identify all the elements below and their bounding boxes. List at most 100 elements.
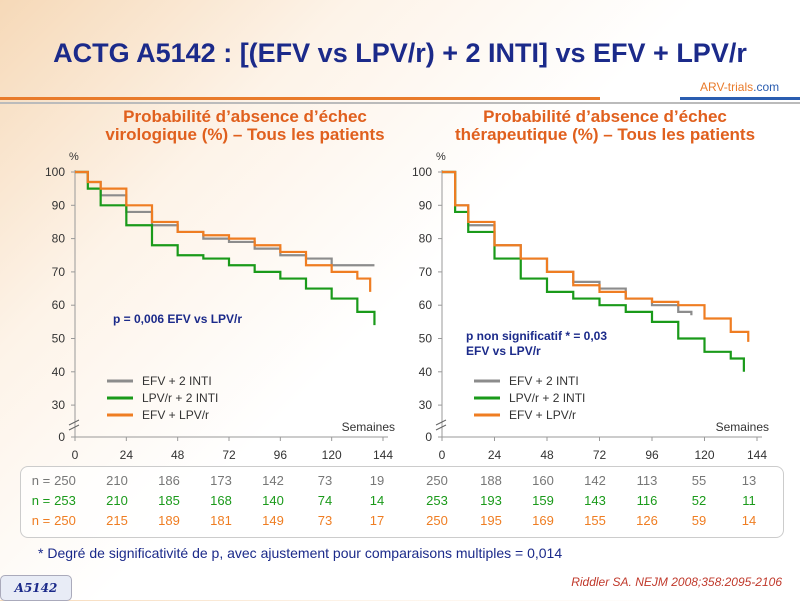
y-tick-label: 100 xyxy=(412,165,432,179)
x-tick-label: 144 xyxy=(373,448,393,462)
legend-label: EFV + 2 INTI xyxy=(142,374,212,388)
y-tick-label: 60 xyxy=(52,298,66,312)
n-at-risk-value: 168 xyxy=(210,493,232,508)
legend-label: EFV + LPV/r xyxy=(509,408,576,422)
x-tick-label: 96 xyxy=(274,448,288,462)
n-at-risk-value: 169 xyxy=(532,513,554,528)
y-tick-label: 0 xyxy=(58,430,65,444)
y-tick-label: 50 xyxy=(52,332,66,346)
y-tick-label: 80 xyxy=(52,232,66,246)
p-value-annotation: p non significatif * = 0,03 xyxy=(466,329,607,343)
x-tick-label: 48 xyxy=(540,448,554,462)
x-axis-label: Semaines xyxy=(342,420,395,434)
study-tag: A5142 xyxy=(0,575,72,601)
n-at-risk-value: 55 xyxy=(691,473,707,488)
y-tick-label: 30 xyxy=(52,398,66,412)
x-tick-label: 24 xyxy=(488,448,502,462)
page-title: ACTG A5142 : [(EFV vs LPV/r) + 2 INTI] v… xyxy=(53,38,747,68)
n-at-risk-value: 173 xyxy=(210,473,232,488)
n-at-risk-value: 215 xyxy=(106,513,128,528)
axis-break-icon xyxy=(435,419,447,431)
y-tick-label: 90 xyxy=(52,198,66,212)
n-at-risk-value: 143 xyxy=(584,493,606,508)
x-tick-label: 24 xyxy=(120,448,134,462)
divider xyxy=(0,97,600,100)
y-tick-label: 70 xyxy=(52,265,66,279)
n-at-risk-value: 13 xyxy=(741,473,757,488)
n-at-risk-value: 142 xyxy=(584,473,606,488)
n-at-risk-value: 188 xyxy=(480,473,502,488)
n-at-risk-value: 181 xyxy=(210,513,232,528)
chart-title-right: Probabilité d’absence d’échec thérapeuti… xyxy=(454,107,756,144)
x-tick-label: 0 xyxy=(72,448,79,462)
n-at-risk-value: 59 xyxy=(691,513,707,528)
y-tick-label: 70 xyxy=(419,265,433,279)
divider xyxy=(0,102,800,104)
n-at-risk-value: 126 xyxy=(636,513,658,528)
axis-break-icon xyxy=(68,419,80,431)
x-tick-label: 144 xyxy=(747,448,767,462)
arv-trials-logo: ARV-trials.com xyxy=(700,80,779,94)
x-tick-label: 48 xyxy=(171,448,185,462)
n-at-risk-value: 189 xyxy=(158,513,180,528)
legend-label: EFV + LPV/r xyxy=(142,408,209,422)
chart-title-left: Probabilité d’absence d’échec virologiqu… xyxy=(105,107,385,144)
n-at-risk-value: 14 xyxy=(369,493,385,508)
n-at-risk-value: 253 xyxy=(426,493,448,508)
n-at-risk-value: 253 xyxy=(54,493,76,508)
n-at-risk-value: 17 xyxy=(369,513,385,528)
charts: % 0 30 40 50 60 70 80 90 100 0 24 48 72 96 120 144 Semain… xyxy=(45,151,769,462)
n-at-risk-value: 250 xyxy=(426,513,448,528)
y-tick-label: 90 xyxy=(419,198,433,212)
n-at-risk-value: 195 xyxy=(480,513,502,528)
n-at-risk-value: 73 xyxy=(317,513,333,528)
n-at-risk-value: 142 xyxy=(262,473,284,488)
series-line-orange xyxy=(442,170,750,342)
y-tick-label: 30 xyxy=(419,398,433,412)
n-at-risk-value: 210 xyxy=(106,473,128,488)
x-tick-label: 120 xyxy=(694,448,714,462)
x-tick-label: 96 xyxy=(645,448,659,462)
n-at-risk-value: 160 xyxy=(532,473,554,488)
y-axis-label: % xyxy=(69,151,79,163)
series-line-gray xyxy=(75,170,375,267)
n-label: n = xyxy=(31,493,51,508)
series-line-gray xyxy=(442,170,693,316)
series-line-green xyxy=(442,170,745,372)
n-at-risk-value: 73 xyxy=(317,473,333,488)
legend-label: LPV/r + 2 INTI xyxy=(142,391,218,405)
y-tick-label: 40 xyxy=(419,365,433,379)
legend-label: EFV + 2 INTI xyxy=(509,374,579,388)
n-label: n = xyxy=(31,513,51,528)
x-tick-label: 72 xyxy=(593,448,607,462)
x-tick-label: 72 xyxy=(222,448,236,462)
n-at-risk-value: 116 xyxy=(636,493,658,508)
reference: Riddler SA. NEJM 2008;358:2095-2106 xyxy=(571,575,782,589)
n-at-risk-value: 210 xyxy=(106,493,128,508)
footnote: * Degré de significativité de p, avec aj… xyxy=(38,545,563,561)
y-tick-label: 50 xyxy=(419,332,433,346)
y-tick-label: 0 xyxy=(425,430,432,444)
x-axis-label: Semaines xyxy=(716,420,769,434)
n-at-risk-value: 250 xyxy=(54,473,76,488)
n-at-risk-value: 250 xyxy=(426,473,448,488)
n-at-risk-value: 186 xyxy=(158,473,180,488)
n-at-risk-value: 159 xyxy=(532,493,554,508)
divider xyxy=(680,97,800,100)
n-at-risk-value: 14 xyxy=(741,513,757,528)
legend-label: LPV/r + 2 INTI xyxy=(509,391,585,405)
y-tick-label: 40 xyxy=(52,365,66,379)
series-line-orange xyxy=(75,170,372,292)
n-at-risk-value: 140 xyxy=(262,493,284,508)
y-tick-label: 80 xyxy=(419,232,433,246)
n-at-risk-value: 185 xyxy=(158,493,180,508)
n-at-risk-table: n = 250 210 186 173 142 73 19 250 188 160 142 113 55 1… xyxy=(20,466,784,538)
x-tick-label: 120 xyxy=(322,448,342,462)
n-at-risk-value: 113 xyxy=(636,473,658,488)
n-at-risk-value: 250 xyxy=(54,513,76,528)
n-at-risk-value: 155 xyxy=(584,513,606,528)
y-tick-label: 60 xyxy=(419,298,433,312)
p-value-annotation: p = 0,006 EFV vs LPV/r xyxy=(113,312,242,326)
series-line-green xyxy=(75,170,376,326)
logo-domain: .com xyxy=(753,80,780,94)
